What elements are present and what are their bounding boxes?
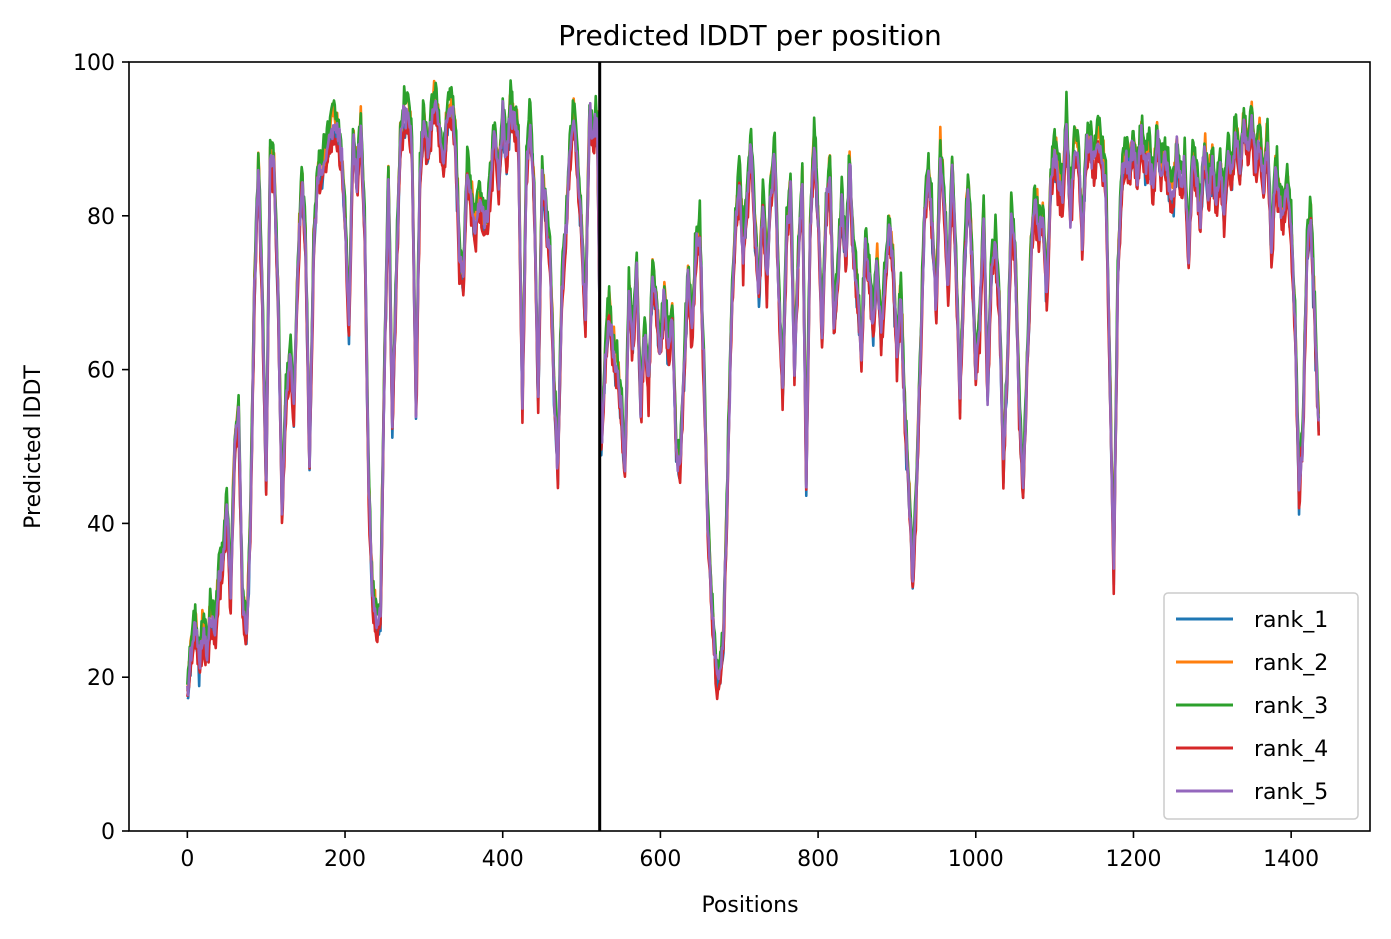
axes-frame [128,61,1371,832]
chart-title: Predicted lDDT per position [558,19,942,52]
y-tick-label: 100 [73,51,115,76]
x-axis-ticks: 0 200 400 600 800 1000 1200 1400 [180,831,1319,872]
plot-area [186,79,1321,701]
x-tick-label: 1200 [1105,847,1161,872]
y-tick-label: 20 [87,666,115,691]
legend-label: rank_1 [1254,608,1328,633]
x-tick-label: 600 [639,847,681,872]
legend-label: rank_3 [1254,694,1328,719]
legend: rank_1 rank_2 rank_3 rank_4 rank_5 [1163,592,1359,820]
y-tick-label: 40 [87,512,115,537]
legend-label: rank_4 [1254,737,1328,762]
x-tick-label: 1400 [1263,847,1319,872]
legend-label: rank_2 [1254,651,1328,676]
x-tick-label: 0 [180,847,194,872]
x-tick-label: 400 [482,847,524,872]
x-tick-label: 800 [797,847,839,872]
y-tick-label: 0 [101,820,115,845]
y-tick-label: 60 [87,359,115,384]
legend-label: rank_5 [1254,780,1328,805]
y-tick-label: 80 [87,205,115,230]
y-axis-ticks: 0 20 40 60 80 100 [73,51,129,845]
x-axis-label: Positions [701,893,798,918]
x-tick-label: 200 [324,847,366,872]
series-line-rank_5 [186,99,1321,697]
legend-box [1163,592,1359,820]
x-tick-label: 1000 [948,847,1004,872]
y-axis-label: Predicted lDDT [21,365,46,529]
